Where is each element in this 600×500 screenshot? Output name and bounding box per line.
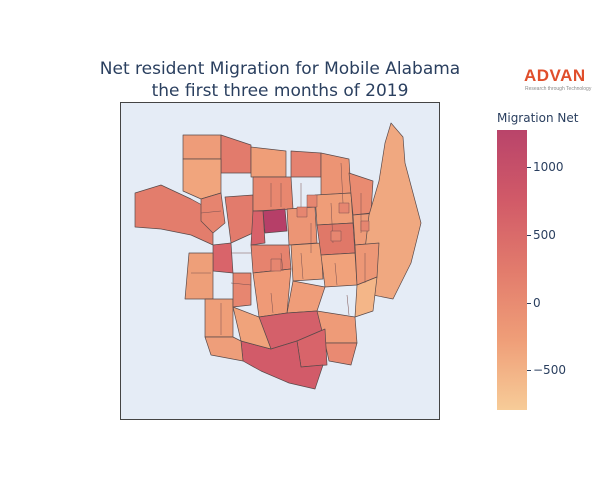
tract-west-6	[212, 242, 234, 274]
advan-logo: ADVAN Research through Technology	[524, 66, 596, 96]
tract-center-7	[320, 252, 358, 288]
tract-east-2	[354, 276, 378, 318]
tract-center-5	[290, 242, 324, 282]
logo-tagline: Research through Technology	[525, 86, 592, 92]
tract-nw-2	[220, 134, 252, 174]
tract-center-2	[250, 210, 266, 246]
title-line-1: Net resident Migration for Mobile Alabam…	[99, 59, 461, 79]
tract-south-4	[232, 306, 272, 350]
colorbar-tick-0: 0	[527, 296, 541, 310]
tract-north-2	[320, 152, 352, 196]
logo-wordmark: ADVAN	[524, 66, 586, 85]
tract-west-9	[232, 272, 252, 308]
tract-north-1	[290, 150, 322, 178]
tract-south-5	[204, 336, 244, 362]
choropleth-map[interactable]	[121, 103, 440, 420]
colorbar-tick-1000: 1000	[527, 160, 564, 174]
colorbar-title: Migration Net	[497, 111, 579, 125]
colorbar-ticks: 1000 500 0 −500	[527, 130, 600, 410]
tract-south-large	[240, 340, 324, 390]
tract-west-5	[200, 192, 226, 234]
tract-center-9	[252, 268, 292, 318]
map-title: Net resident Migration for Mobile Alabam…	[0, 58, 560, 102]
title-line-2: the first three months of 2019	[151, 81, 409, 101]
colorbar-tick-minus500: −500	[527, 363, 566, 377]
tract-west-8	[204, 298, 234, 338]
colorbar	[497, 130, 527, 410]
colorbar-tick-500: 500	[527, 228, 556, 242]
tract-center-8	[286, 280, 326, 314]
tract-nw-1	[182, 134, 222, 160]
tract-south-2	[324, 342, 358, 366]
map-plot-area[interactable]	[120, 102, 440, 420]
tract-center-1	[252, 176, 294, 212]
tract-nw-4	[182, 158, 222, 200]
tract-nw-3	[250, 146, 287, 178]
tract-hot-spot	[262, 208, 288, 234]
tract-center-west	[224, 194, 254, 244]
tract-west-7	[184, 252, 214, 300]
